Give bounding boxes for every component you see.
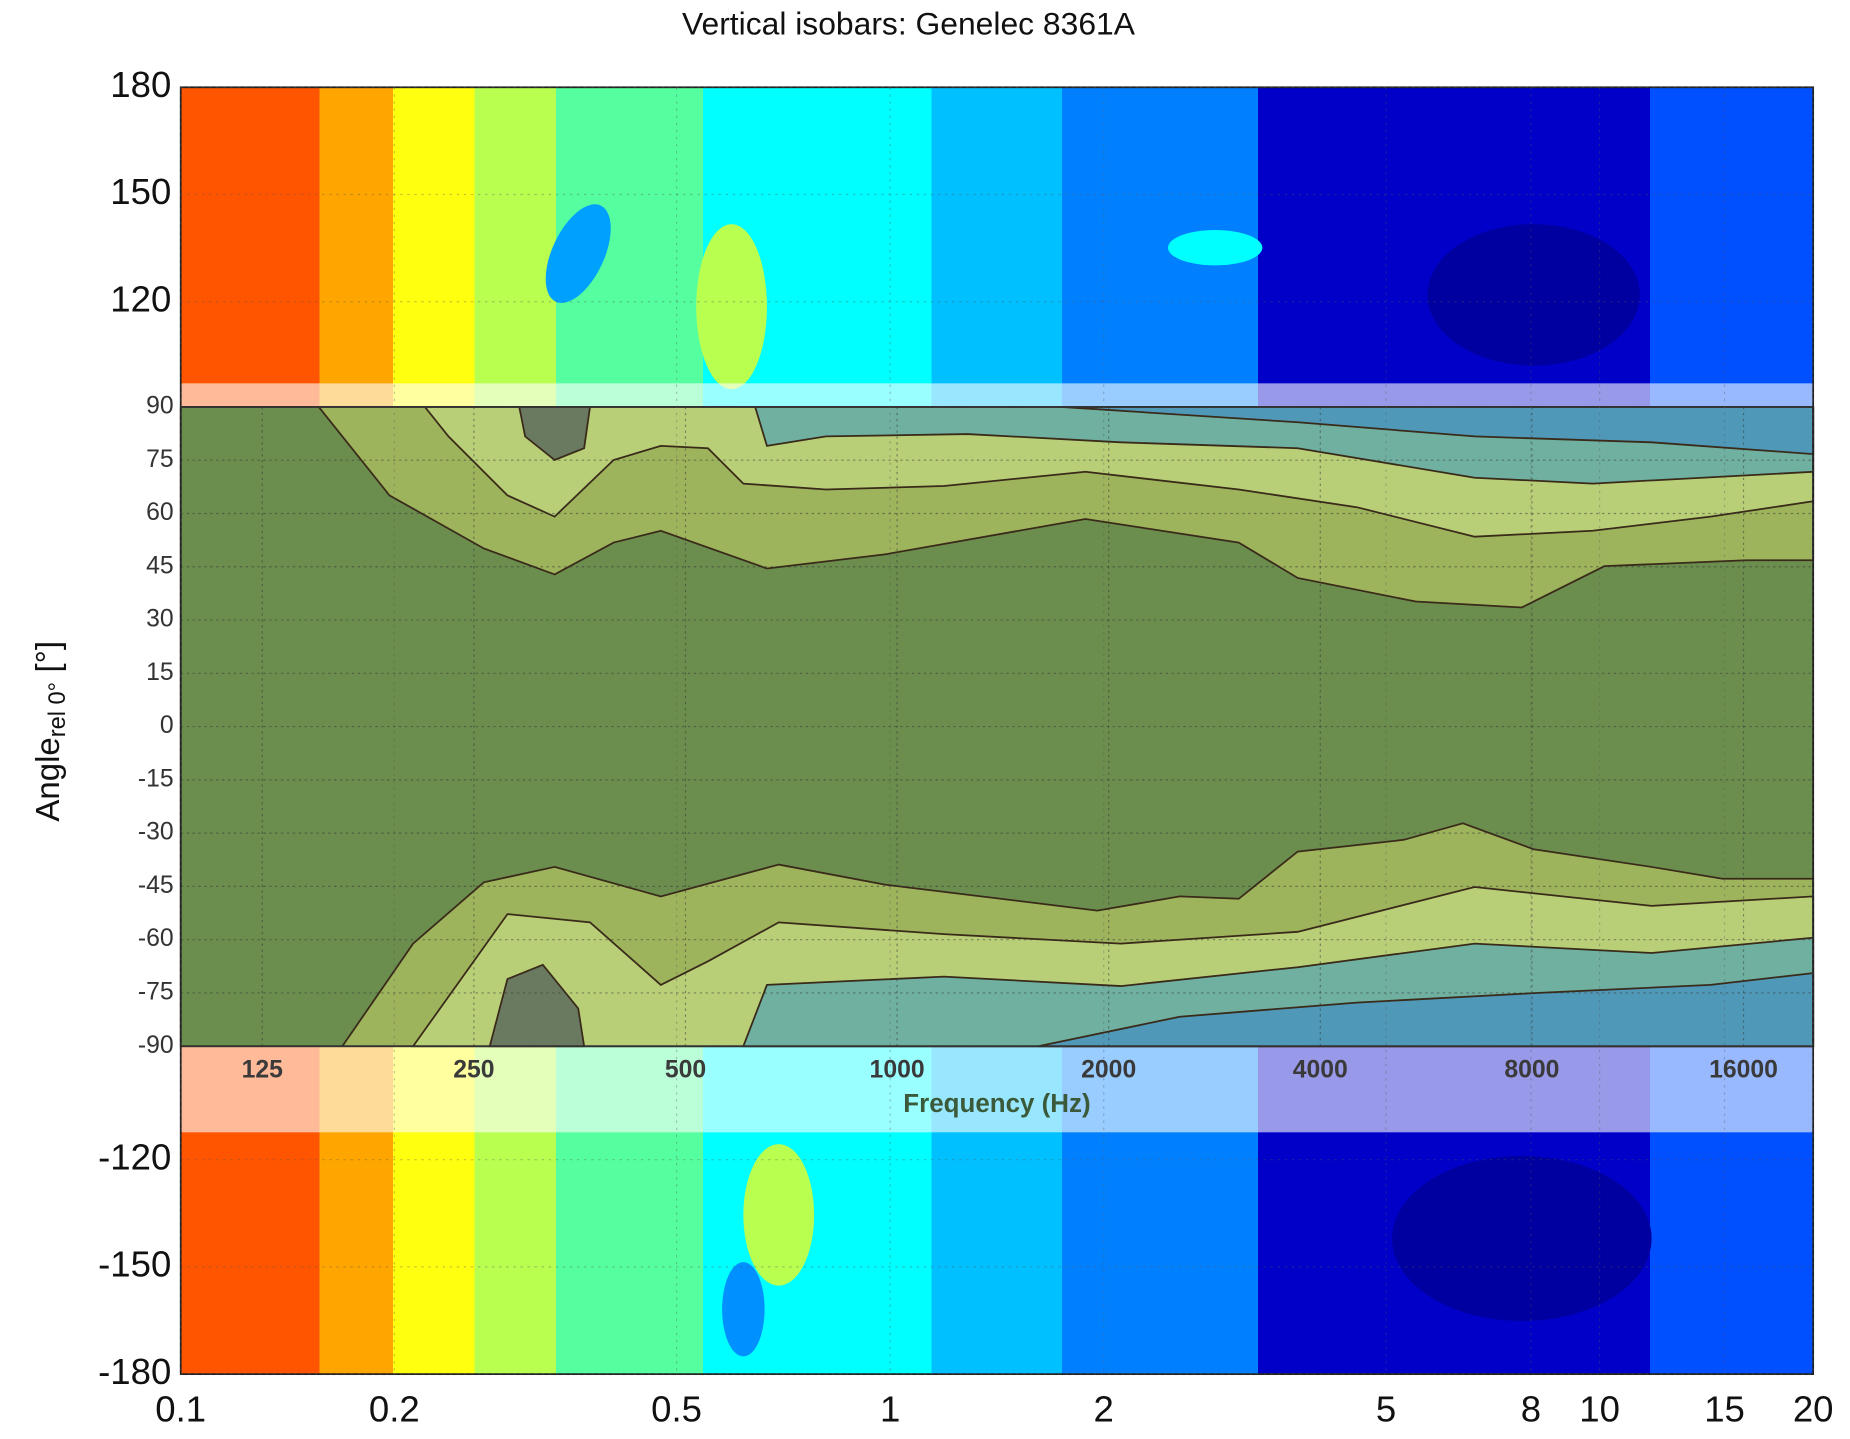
- inset-y-tick-label: -15: [138, 765, 174, 792]
- x-tick-label: 20: [1793, 1389, 1834, 1430]
- chart-title: Vertical isobars: Genelec 8361A: [682, 5, 1136, 41]
- y-tick-label: 120: [110, 278, 171, 319]
- x-tick-label: 8: [1521, 1389, 1541, 1430]
- inset-x-tick-label: 125: [242, 1057, 284, 1084]
- y-tick-label: -150: [98, 1244, 171, 1285]
- y-label-main: Angle: [29, 737, 66, 821]
- inset-y-tick-label: 90: [146, 392, 174, 419]
- x-tick-label: 15: [1704, 1389, 1745, 1430]
- inset-x-label: Frequency (Hz): [903, 1090, 1090, 1118]
- x-tick-label: 2: [1094, 1389, 1114, 1430]
- inset-x-tick-label: 4000: [1293, 1057, 1348, 1084]
- inset-x-tick-label: 1000: [870, 1057, 925, 1084]
- y-tick-label: -120: [98, 1136, 171, 1177]
- x-tick-label: 0.2: [369, 1389, 420, 1430]
- inset-x-tick-label: 16000: [1709, 1057, 1778, 1084]
- inset-y-tick-label: 0: [160, 712, 174, 739]
- x-tick-label: 0.1: [155, 1389, 206, 1430]
- y-tick-label: -180: [98, 1351, 171, 1392]
- inset-y-tick-label: -30: [138, 819, 174, 846]
- y-tick-label: 150: [110, 171, 171, 212]
- inset-y-tick-label: 30: [146, 606, 174, 633]
- heat-blobs: [545, 204, 1652, 1357]
- inset-y-tick-label: 75: [146, 446, 174, 473]
- x-tick-label: 5: [1376, 1389, 1396, 1430]
- inset-y-tick-label: 45: [146, 552, 174, 579]
- y-label-unit: [°]: [29, 641, 66, 673]
- inset-y-tick-label: -90: [138, 1032, 174, 1059]
- inset-contours: [180, 406, 1815, 1048]
- inset-x-tick-label: 2000: [1081, 1057, 1136, 1084]
- x-tick-label: 0.5: [651, 1389, 702, 1430]
- inset-x-tick-label: 500: [665, 1057, 706, 1084]
- inset-y-tick-label: -75: [138, 978, 174, 1005]
- inset-x-tick-label: 250: [453, 1057, 494, 1084]
- inset-x-tick-label: 8000: [1504, 1057, 1559, 1084]
- x-tick-label: 1: [880, 1389, 900, 1430]
- y-label-sub: rel 0°: [44, 682, 70, 737]
- y-tick-label: 180: [110, 64, 171, 105]
- y-label: Anglerel 0° [°]: [29, 641, 71, 822]
- inset-y-tick-label: -45: [138, 872, 174, 899]
- inset-y-tick-label: 60: [146, 499, 174, 526]
- inset-y-tick-label: -60: [138, 925, 174, 952]
- x-tick-label: 10: [1579, 1389, 1620, 1430]
- inset-y-tick-label: 15: [146, 659, 174, 686]
- plot-frame: [179, 86, 1815, 1376]
